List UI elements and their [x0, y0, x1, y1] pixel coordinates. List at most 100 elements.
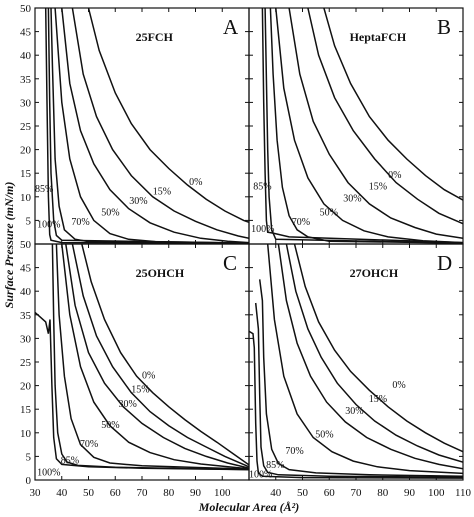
y-tick-label: 40: [20, 50, 32, 62]
isotherm-0pct: [293, 244, 463, 453]
panel-letter: B: [437, 15, 451, 39]
isotherm-70pct: [269, 8, 463, 244]
curve-label-30pct: 30%: [343, 194, 361, 205]
isotherm-30pct: [277, 244, 463, 470]
panel-c: 100%85%70%50%30% 15% 0% C 25OHCH: [34, 243, 250, 481]
panel-curves: [35, 244, 249, 471]
y-tick-label: 15: [20, 168, 32, 180]
panel-curves: [44, 8, 249, 244]
isotherm-30pct: [61, 8, 249, 244]
x-tick-label: 50: [83, 487, 95, 499]
x-tick-label: 30: [30, 487, 42, 499]
y-tick-label: 40: [20, 286, 32, 298]
y-tick-label: 45: [20, 27, 32, 39]
isotherm-30pct: [65, 244, 249, 469]
isotherm-85pct: [254, 302, 463, 478]
axes-layer: 5 10 15 20 25 30 35 40 45 50 0 5 10 15 20 25 30 35 40 45 50 3…: [20, 3, 472, 499]
isotherm-85pct: [51, 244, 249, 471]
panel-curves: [261, 8, 463, 244]
isotherm-15pct: [285, 244, 463, 463]
y-tick-label: 30: [20, 97, 32, 109]
panel-name: 25OHCH: [136, 266, 185, 280]
curve-label-30pct: 30%: [119, 399, 137, 410]
curve-label-50pct: 50%: [315, 430, 333, 441]
x-axis-title: Molecular Area (Å²): [198, 500, 299, 514]
y-tick-label: 35: [20, 310, 32, 322]
panel-d: 100%85%70% 50% 30% 15% 0% D 27OHCH: [248, 243, 464, 481]
x-tick-label: 80: [163, 487, 175, 499]
isotherm-50pct: [61, 244, 249, 470]
isotherm-50pct: [266, 244, 463, 475]
isotherm-15pct: [71, 8, 249, 240]
y-tick-label: 35: [20, 74, 32, 86]
isotherm-15pct: [307, 8, 463, 225]
x-tick-label: 80: [377, 487, 389, 499]
isotherm-0pct: [323, 8, 463, 201]
x-tick-label: 60: [110, 487, 122, 499]
x-tick-label: 70: [137, 487, 149, 499]
panel-letter: D: [437, 251, 452, 275]
curve-label-50pct: 50%: [101, 420, 119, 431]
curve-label-70pct: 70%: [80, 439, 98, 450]
x-tick-label: 50: [297, 487, 309, 499]
y-tick-label: 25: [20, 121, 32, 133]
panel-name: 25FCH: [136, 30, 174, 44]
curve-label-100pct: 100%: [37, 467, 60, 478]
isotherm-0pct: [87, 8, 249, 224]
curve-label-70pct: 70%: [285, 446, 303, 457]
curve-label-50pct: 50%: [101, 208, 119, 219]
panels-layer: 100%85%70%50%30%15%0%A25FCH100%85%70%50%…: [34, 7, 464, 481]
curve-label-100pct: 100%: [251, 224, 274, 235]
y-tick-label: 50: [20, 239, 32, 251]
y-tick-label: 15: [20, 404, 32, 416]
curve-label-0pct: 0%: [189, 177, 202, 188]
x-tick-label: 100: [214, 487, 231, 499]
curve-label-50pct: 50%: [320, 208, 338, 219]
y-tick-label: 45: [20, 263, 32, 275]
curve-label-0pct: 0%: [142, 371, 155, 382]
y-tick-label: 0: [26, 475, 32, 487]
y-tick-label: 5: [26, 451, 32, 463]
y-axis-title: Surface Pressure (mN/m): [2, 182, 16, 309]
x-tick-label: 70: [351, 487, 363, 499]
curve-label-85pct: 85%: [253, 182, 271, 193]
curve-label-15pct: 15%: [369, 394, 387, 405]
panel-a: 100% 85% 70% 50% 30% 15% 0% A 25FCH: [34, 7, 250, 245]
curve-label-85pct: 85%: [35, 184, 53, 195]
panel-letter: A: [223, 15, 239, 39]
curve-label-30pct: 30%: [129, 196, 147, 207]
x-tick-label: 60: [324, 487, 336, 499]
isotherm-50pct: [54, 8, 249, 244]
panel-curves: [249, 244, 463, 479]
y-tick-label: 10: [20, 428, 32, 440]
x-tick-label: 40: [56, 487, 68, 499]
y-tick-label: 20: [20, 381, 32, 393]
panel-b: 100% 85% 70% 50% 30% 15%0% B HeptaFCH: [248, 7, 464, 245]
curve-label-0pct: 0%: [392, 380, 405, 391]
panel-letter: C: [223, 251, 237, 275]
tick-marks: [248, 243, 464, 481]
isotherm-30pct: [288, 8, 463, 240]
curve-label-100pct: 100%: [249, 470, 272, 481]
x-tick-label: 40: [270, 487, 282, 499]
x-tick-label: 100: [428, 487, 445, 499]
curve-label-15pct: 15%: [153, 186, 171, 197]
x-tick-label: 90: [404, 487, 416, 499]
y-tick-label: 50: [20, 3, 32, 15]
curve-label-85pct: 85%: [61, 456, 79, 467]
isotherm-70pct: [55, 244, 249, 470]
curve-label-15pct: 15%: [369, 182, 387, 193]
isotherm-50pct: [275, 8, 463, 244]
x-tick-label: 110: [455, 487, 472, 499]
y-tick-label: 10: [20, 192, 32, 204]
y-tick-label: 20: [20, 145, 32, 157]
panel-name: HeptaFCH: [350, 30, 407, 44]
x-tick-label: 90: [190, 487, 202, 499]
y-tick-label: 25: [20, 357, 32, 369]
curve-label-100pct: 100%: [37, 220, 60, 231]
curve-label-70pct: 70%: [292, 217, 310, 228]
isotherm-0pct: [81, 244, 249, 466]
curve-label-85pct: 85%: [266, 460, 284, 471]
y-tick-label: 5: [26, 215, 32, 227]
